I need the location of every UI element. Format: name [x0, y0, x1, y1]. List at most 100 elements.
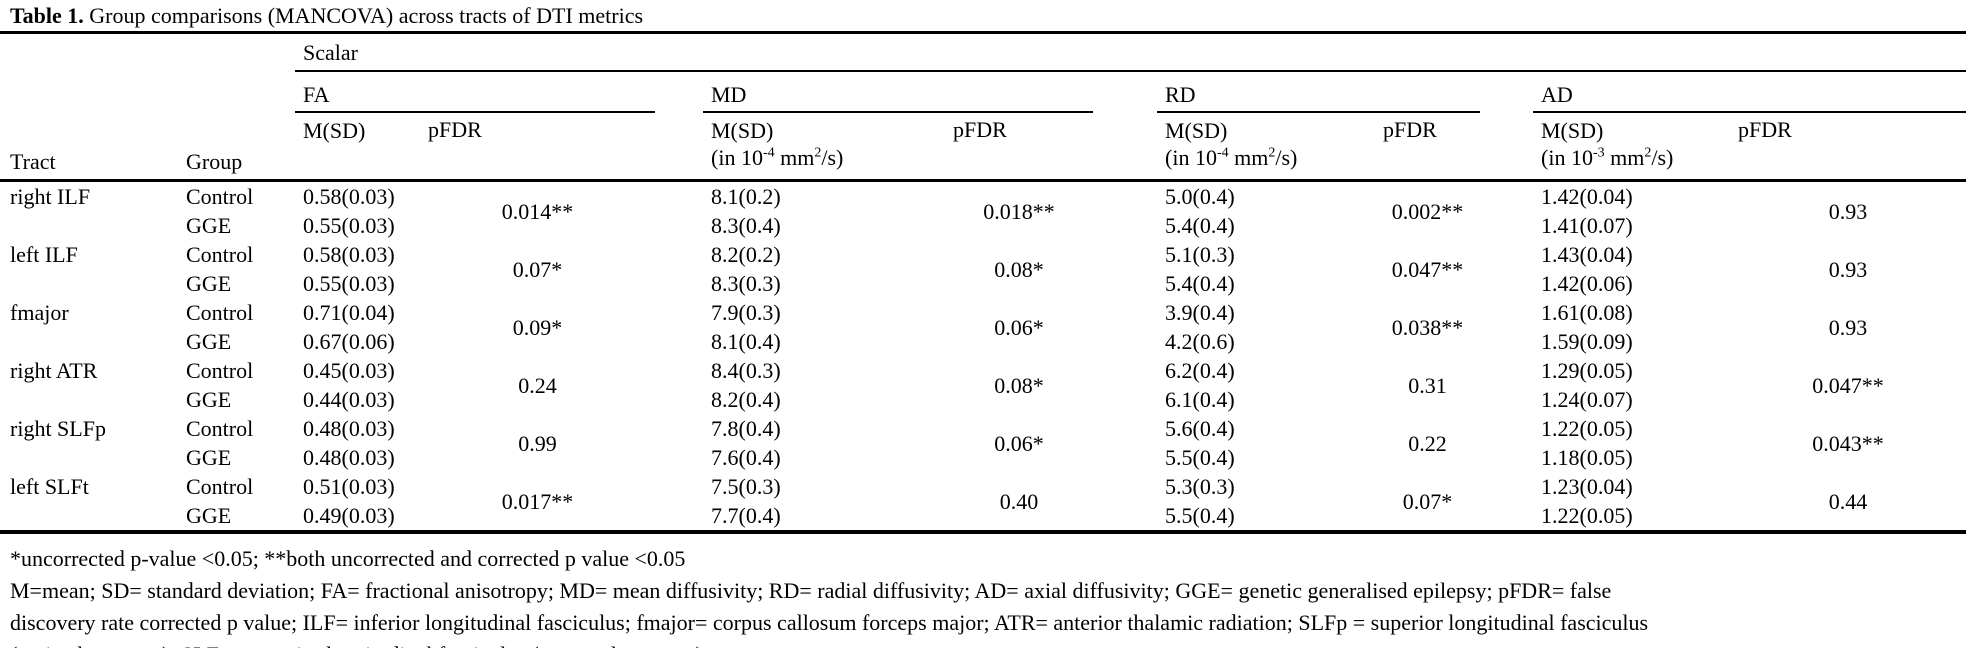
header-scalar: Scalar	[295, 32, 1967, 72]
header-ad-pfdr: pFDR	[1730, 112, 1967, 182]
tract-name: left ILF	[10, 242, 78, 267]
abbreviations-note-line3: (parietal segment); SLFt = superior long…	[10, 639, 1964, 648]
ad-msd-gge: 1.22(0.05)	[1541, 503, 1633, 528]
rd-pfdr-value: 0.047**	[1391, 256, 1464, 282]
column-gap	[1480, 414, 1533, 472]
ad-msd-gge: 1.42(0.06)	[1541, 271, 1633, 296]
fa-msd-gge: 0.49(0.03)	[303, 503, 395, 528]
group-label-control: Control	[186, 184, 254, 209]
group-label-control: Control	[186, 300, 254, 325]
md-msd-gge: 8.1(0.4)	[711, 329, 781, 354]
fa-msd-control: 0.71(0.04)	[303, 300, 395, 325]
fa-pfdr-value: 0.07*	[512, 256, 563, 282]
table-row-gge: GGE 0.55(0.03) 8.3(0.4) 5.4(0.4) 1.41(0.…	[0, 211, 1966, 240]
rd-pfdr-value: 0.31	[1408, 372, 1447, 398]
column-gap	[655, 71, 703, 112]
fa-msd-control: 0.51(0.03)	[303, 474, 395, 499]
rd-msd-control: 6.2(0.4)	[1165, 358, 1235, 383]
rd-unit: (in 10-4 mm2/s)	[1165, 145, 1298, 170]
table-row-gge: GGE 0.44(0.03) 8.2(0.4) 6.1(0.4) 1.24(0.…	[0, 385, 1966, 414]
fa-msd-gge: 0.55(0.03)	[303, 271, 395, 296]
fa-msd-control: 0.58(0.03)	[303, 242, 395, 267]
header-rd-pfdr: pFDR	[1375, 112, 1480, 182]
ad-unit: (in 10-3 mm2/s)	[1541, 145, 1674, 170]
ad-msd-control: 1.42(0.04)	[1541, 184, 1633, 209]
ad-pfdr-value: 0.047**	[1812, 372, 1884, 398]
column-gap	[1480, 356, 1533, 414]
md-pfdr-value: 0.08*	[994, 256, 1044, 282]
md-msd-control: 7.8(0.4)	[711, 416, 781, 441]
rd-msd-control: 3.9(0.4)	[1165, 300, 1235, 325]
ad-msd-control: 1.29(0.05)	[1541, 358, 1633, 383]
rd-msd-control: 5.6(0.4)	[1165, 416, 1235, 441]
column-gap	[655, 181, 703, 241]
rd-msd-gge: 5.5(0.4)	[1165, 503, 1235, 528]
ad-pfdr-value: 0.93	[1828, 256, 1868, 282]
md-msd-control: 8.2(0.2)	[711, 242, 781, 267]
ad-msd-gge: 1.18(0.05)	[1541, 445, 1633, 470]
table-footnotes: *uncorrected p-value <0.05; **both uncor…	[0, 534, 1974, 648]
column-gap	[1093, 71, 1157, 112]
header-md-msd: M(SD) (in 10-4 mm2/s)	[703, 112, 945, 182]
significance-note: *uncorrected p-value <0.05; **both uncor…	[10, 546, 686, 571]
column-gap	[1480, 298, 1533, 356]
md-pfdr-value: 0.40	[999, 488, 1039, 514]
rd-pfdr-value: 0.002**	[1391, 198, 1464, 224]
fa-msd-gge: 0.67(0.06)	[303, 329, 395, 354]
table-row-control: left SLFt Control 0.51(0.03) 0.017** 7.5…	[0, 472, 1966, 514]
rd-msd-control: 5.3(0.3)	[1165, 474, 1235, 499]
rd-msd-control: 5.1(0.3)	[1165, 242, 1235, 267]
group-label-gge: GGE	[186, 503, 232, 528]
fa-msd-gge: 0.48(0.03)	[303, 445, 395, 470]
column-gap	[1093, 356, 1157, 414]
md-pfdr-value: 0.06*	[994, 314, 1044, 340]
column-gap	[655, 112, 703, 182]
group-label-gge: GGE	[186, 271, 232, 296]
fa-msd-control: 0.45(0.03)	[303, 358, 395, 383]
ad-msd-control: 1.23(0.04)	[1541, 474, 1633, 499]
group-label-control: Control	[186, 242, 254, 267]
md-msd-gge: 7.7(0.4)	[711, 503, 781, 528]
rd-pfdr-value: 0.22	[1408, 430, 1447, 456]
ad-pfdr-value: 0.043**	[1812, 430, 1884, 456]
table-row-control: right SLFp Control 0.48(0.03) 0.99 7.8(0…	[0, 414, 1966, 456]
group-label-control: Control	[186, 416, 254, 441]
ad-pfdr-value: 0.93	[1828, 198, 1868, 224]
fa-msd-control: 0.58(0.03)	[303, 184, 395, 209]
group-label-control: Control	[186, 474, 254, 499]
rd-msd-gge: 4.2(0.6)	[1165, 329, 1235, 354]
rd-pfdr-value: 0.038**	[1391, 314, 1464, 340]
table-row-control: right ATR Control 0.45(0.03) 0.24 8.4(0.…	[0, 356, 1966, 398]
column-gap	[1480, 112, 1533, 182]
fa-msd-gge: 0.55(0.03)	[303, 213, 395, 238]
header-fa-msd: M(SD)	[295, 112, 420, 182]
tract-name: right ATR	[10, 358, 98, 383]
header-tract: Tract	[0, 32, 178, 182]
ad-msd-control: 1.61(0.08)	[1541, 300, 1633, 325]
md-msd-gge: 8.3(0.3)	[711, 271, 781, 296]
column-gap	[1480, 240, 1533, 298]
group-label-gge: GGE	[186, 445, 232, 470]
rd-msd-gge: 5.5(0.4)	[1165, 445, 1235, 470]
abbreviations-note-line2: discovery rate corrected p value; ILF= i…	[10, 610, 1649, 635]
column-gap	[1093, 298, 1157, 356]
table-row-gge: GGE 0.67(0.06) 8.1(0.4) 4.2(0.6) 1.59(0.…	[0, 327, 1966, 356]
table-row-gge: GGE 0.48(0.03) 7.6(0.4) 5.5(0.4) 1.18(0.…	[0, 443, 1966, 472]
ad-pfdr-value: 0.93	[1828, 314, 1868, 340]
header-md-pfdr: pFDR	[945, 112, 1093, 182]
header-ad: AD	[1533, 71, 1967, 113]
md-msd-control: 7.9(0.3)	[711, 300, 781, 325]
fa-pfdr-value: 0.017**	[501, 488, 574, 514]
abbreviations-note-line1: M=mean; SD= standard deviation; FA= frac…	[10, 578, 1612, 603]
header-fa-pfdr: pFDR	[420, 112, 655, 182]
md-msd-control: 7.5(0.3)	[711, 474, 781, 499]
tract-name: right ILF	[10, 184, 91, 209]
rd-msd-gge: 5.4(0.4)	[1165, 271, 1235, 296]
group-label-gge: GGE	[186, 213, 232, 238]
table-row-gge: GGE 0.55(0.03) 8.3(0.3) 5.4(0.4) 1.42(0.…	[0, 269, 1966, 298]
md-msd-gge: 7.6(0.4)	[711, 445, 781, 470]
md-unit: (in 10-4 mm2/s)	[711, 145, 844, 170]
group-label-control: Control	[186, 358, 254, 383]
group-label-gge: GGE	[186, 387, 232, 412]
